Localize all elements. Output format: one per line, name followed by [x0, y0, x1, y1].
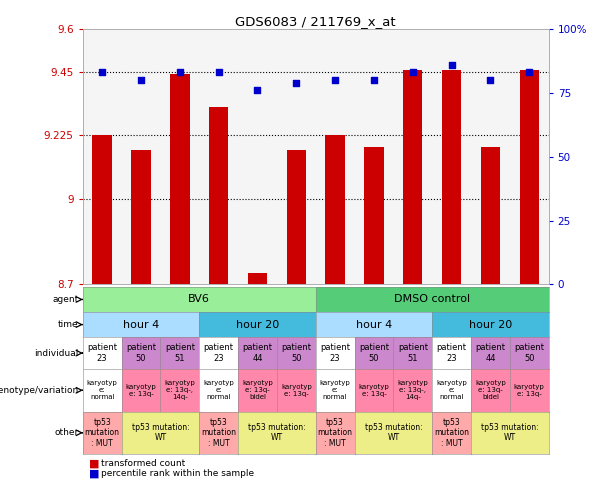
Text: time: time	[58, 320, 78, 329]
Bar	[248, 273, 267, 284]
Point	[175, 69, 185, 76]
Bar	[209, 107, 228, 284]
Text: patient
44: patient 44	[243, 343, 272, 363]
Text: tp53
mutation
: MUT: tp53 mutation : MUT	[85, 418, 120, 448]
Text: patient
23: patient 23	[436, 343, 466, 363]
Bar	[442, 70, 462, 284]
Point	[291, 79, 301, 86]
Text: patient
50: patient 50	[126, 343, 156, 363]
Bar	[403, 70, 422, 284]
Text: agent: agent	[52, 295, 78, 304]
Text: tp53
mutation
: MUT: tp53 mutation : MUT	[434, 418, 469, 448]
Text: genotype/variation: genotype/variation	[0, 386, 78, 395]
Text: transformed count: transformed count	[101, 459, 185, 468]
Point	[485, 76, 495, 84]
Text: patient
23: patient 23	[320, 343, 350, 363]
Text: BV6: BV6	[188, 295, 210, 304]
Bar	[131, 150, 151, 284]
Text: hour 4: hour 4	[123, 320, 159, 329]
Bar	[287, 150, 306, 284]
Point	[330, 76, 340, 84]
Text: percentile rank within the sample: percentile rank within the sample	[101, 469, 254, 479]
Text: tp53 mutation:
WT: tp53 mutation: WT	[481, 423, 539, 442]
Title: GDS6083 / 211769_x_at: GDS6083 / 211769_x_at	[235, 15, 396, 28]
Text: hour 20: hour 20	[236, 320, 279, 329]
Text: karyotyp
e: 13q-
bidel: karyotyp e: 13q- bidel	[242, 380, 273, 400]
Text: tp53
mutation
: MUT: tp53 mutation : MUT	[201, 418, 236, 448]
Text: ■: ■	[89, 469, 99, 479]
Text: patient
44: patient 44	[476, 343, 505, 363]
Text: patient
51: patient 51	[398, 343, 428, 363]
Point	[136, 76, 146, 84]
Text: hour 20: hour 20	[469, 320, 512, 329]
Point	[253, 86, 262, 94]
Text: karyotyp
e:
normal: karyotyp e: normal	[87, 380, 118, 400]
Text: tp53 mutation:
WT: tp53 mutation: WT	[248, 423, 306, 442]
Text: karyotyp
e:
normal: karyotyp e: normal	[320, 380, 351, 400]
Text: karyotyp
e:
normal: karyotyp e: normal	[436, 380, 467, 400]
Text: tp53 mutation:
WT: tp53 mutation: WT	[132, 423, 189, 442]
Text: patient
51: patient 51	[165, 343, 195, 363]
Text: patient
50: patient 50	[514, 343, 544, 363]
Text: hour 4: hour 4	[356, 320, 392, 329]
Text: DMSO control: DMSO control	[394, 295, 470, 304]
Point	[369, 76, 379, 84]
Bar	[364, 147, 384, 284]
Point	[408, 69, 417, 76]
Text: tp53
mutation
: MUT: tp53 mutation : MUT	[318, 418, 352, 448]
Text: karyotyp
e: 13q-
bidel: karyotyp e: 13q- bidel	[475, 380, 506, 400]
Point	[524, 69, 534, 76]
Bar	[93, 135, 112, 284]
Text: patient
50: patient 50	[281, 343, 311, 363]
Bar	[519, 70, 539, 284]
Text: karyotyp
e: 13q-,
14q-: karyotyp e: 13q-, 14q-	[164, 380, 195, 400]
Bar	[481, 147, 500, 284]
Bar	[170, 74, 189, 284]
Bar	[326, 135, 345, 284]
Text: patient
50: patient 50	[359, 343, 389, 363]
Text: karyotyp
e: 13q-: karyotyp e: 13q-	[281, 384, 311, 397]
Text: other: other	[54, 428, 78, 437]
Text: karyotyp
e: 13q-,
14q-: karyotyp e: 13q-, 14q-	[397, 380, 428, 400]
Point	[447, 61, 457, 69]
Text: karyotyp
e: 13q-: karyotyp e: 13q-	[359, 384, 389, 397]
Point	[214, 69, 224, 76]
Text: individual: individual	[34, 349, 78, 357]
Point	[97, 69, 107, 76]
Text: karyotyp
e: 13q-: karyotyp e: 13q-	[514, 384, 544, 397]
Text: patient
23: patient 23	[204, 343, 234, 363]
Text: patient
23: patient 23	[87, 343, 117, 363]
Text: ■: ■	[89, 458, 99, 469]
Text: tp53 mutation:
WT: tp53 mutation: WT	[365, 423, 422, 442]
Text: karyotyp
e:
normal: karyotyp e: normal	[204, 380, 234, 400]
Text: karyotyp
e: 13q-: karyotyp e: 13q-	[126, 384, 156, 397]
